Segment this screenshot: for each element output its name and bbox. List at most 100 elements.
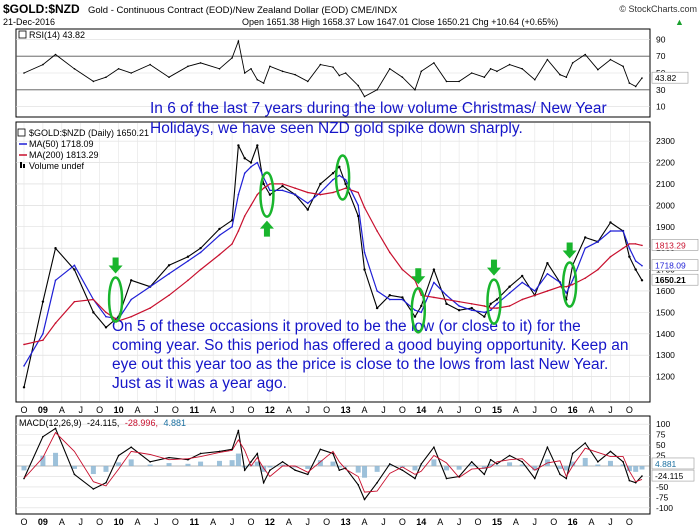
macd-hist-bar	[557, 466, 563, 469]
macd-tick-label: -75	[656, 492, 669, 502]
price-point	[54, 279, 57, 282]
rsi-point	[533, 78, 536, 81]
macd-tick-label: 25	[656, 451, 666, 461]
macd-hist-bar	[317, 460, 323, 466]
price-tag: 1718.09	[655, 261, 686, 271]
macd-point	[105, 481, 107, 484]
price-point	[432, 268, 436, 271]
x-tick-label-macd: 12	[265, 517, 275, 527]
price-point	[634, 268, 637, 271]
rsi-point	[433, 62, 435, 64]
x-tick-label: O	[172, 405, 179, 415]
macd-hist-bar	[387, 465, 393, 466]
price-point	[357, 214, 360, 218]
x-tick-label-macd: O	[20, 517, 27, 527]
macd-point	[546, 446, 549, 448]
macd-point	[199, 452, 202, 455]
price-tag: 1813.29	[655, 240, 686, 250]
rsi-point	[597, 68, 599, 71]
macd-tick-label: 50	[656, 440, 666, 450]
rsi-legend-box	[18, 30, 27, 39]
x-tick-label-macd: 09	[38, 517, 48, 527]
price-point	[420, 311, 423, 314]
macd-value: -24.115,	[87, 418, 119, 428]
price-point	[256, 161, 259, 164]
x-tick-label: 16	[568, 405, 578, 415]
price-point	[457, 309, 461, 312]
price-tick-label: 1200	[656, 372, 675, 382]
rsi-point	[401, 76, 404, 78]
up-arrow-icon: ▲	[675, 17, 684, 27]
price-point	[609, 221, 612, 224]
price-point	[338, 165, 341, 169]
rsi-point	[338, 74, 341, 77]
macd-hist-bar	[633, 466, 639, 472]
x-tick-label: 14	[416, 405, 426, 415]
x-tick-label-macd: 13	[341, 517, 351, 527]
macd-point	[73, 473, 76, 476]
price-point	[319, 182, 322, 186]
macd-hist-bar	[444, 466, 450, 471]
price-point	[413, 315, 417, 318]
macd-tick-label: 75	[656, 430, 666, 440]
price-point	[628, 243, 631, 245]
price-point	[187, 279, 189, 282]
price-point	[199, 246, 202, 250]
x-tick-label: A	[210, 405, 216, 415]
down-arrow-icon	[562, 242, 577, 259]
price-point	[641, 264, 643, 267]
macd-hist-bar	[103, 466, 109, 472]
x-tick-label-macd: A	[59, 517, 65, 527]
price-point	[54, 246, 57, 250]
macd-tag-box	[651, 469, 695, 482]
price-point	[187, 260, 189, 262]
price-point	[23, 343, 25, 346]
rsi-point	[294, 73, 296, 76]
price-tick-label: 2300	[656, 136, 675, 146]
rsi-point	[237, 40, 240, 42]
price-point	[218, 253, 221, 256]
rsi-point	[344, 72, 347, 74]
macd-point	[584, 442, 587, 444]
rsi-point	[609, 58, 612, 61]
price-point	[376, 290, 378, 292]
quote-label: Open 1651.38 High 1658.37 Low 1647.01 Cl…	[242, 17, 558, 27]
price-point	[294, 187, 296, 190]
green-ellipse-marker	[107, 276, 124, 323]
macd-hist-bar	[374, 466, 380, 472]
rsi-point	[281, 70, 284, 73]
macd-point	[521, 461, 523, 463]
price-point	[250, 166, 252, 168]
rsi-point	[306, 80, 309, 83]
x-tick-label-macd: A	[437, 517, 443, 527]
price-point	[168, 273, 170, 275]
price-point	[489, 309, 492, 312]
macd-point	[388, 463, 391, 465]
price-point	[294, 193, 296, 196]
price-point	[483, 315, 486, 318]
macd-hist-bar	[116, 462, 122, 466]
x-tick-label-macd: 11	[190, 517, 200, 527]
macd-point	[597, 461, 599, 463]
macd-point	[218, 450, 221, 453]
price-tick-label: 1600	[656, 286, 675, 296]
macd-point	[420, 463, 423, 465]
price-point	[571, 283, 574, 286]
price-point	[92, 311, 95, 314]
macd-hist-bar	[166, 463, 172, 466]
x-tick-label-macd: A	[513, 517, 519, 527]
up-arrow-icon	[259, 220, 274, 237]
price-point	[508, 285, 511, 288]
price-point	[331, 172, 335, 175]
rsi-tick-label: 90	[656, 34, 666, 44]
price-point	[559, 281, 561, 284]
green-ellipse-marker	[410, 286, 427, 334]
macd-tag-box	[651, 457, 695, 470]
price-point	[496, 303, 498, 305]
macd-hist-bar	[563, 466, 569, 471]
rsi-point	[521, 68, 523, 70]
x-tick-label: A	[362, 405, 368, 415]
price-point	[584, 236, 587, 239]
price-point	[641, 244, 643, 247]
